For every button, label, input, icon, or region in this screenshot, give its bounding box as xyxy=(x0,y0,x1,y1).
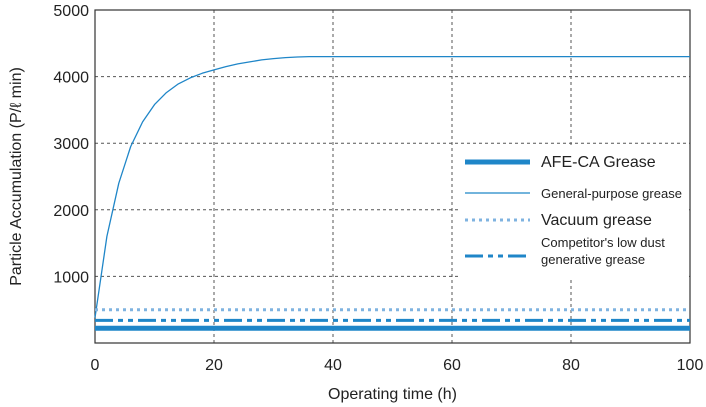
legend-label-line: Competitor's low dust xyxy=(541,235,665,250)
legend-label-2: General-purpose grease xyxy=(541,186,682,201)
x-tick-label: 60 xyxy=(443,357,461,374)
x-tick-label: 80 xyxy=(562,357,580,374)
x-tick-label: 40 xyxy=(324,357,342,374)
legend: AFE-CA Grease General-purpose grease Vacuu… xyxy=(458,146,688,278)
y-tick-label: 2000 xyxy=(53,203,89,220)
grid-lines xyxy=(95,10,690,343)
y-axis-title: Particle Accumulation (P/ℓ min) xyxy=(8,67,25,286)
y-tick-label: 3000 xyxy=(53,136,89,153)
plot-frame xyxy=(94,9,691,344)
x-tick-label: 0 xyxy=(91,357,100,374)
legend-label-line: generative grease xyxy=(541,252,645,267)
y-tick-label: 1000 xyxy=(53,269,89,286)
x-tick-label: 100 xyxy=(677,357,704,374)
legend-background xyxy=(458,146,688,278)
series-layer xyxy=(94,55,690,331)
legend-label-4: Competitor's low dust generative grease xyxy=(541,235,665,267)
x-axis-title: Operating time (h) xyxy=(328,386,457,403)
legend-label-3: Vacuum grease xyxy=(541,212,652,229)
tick-labels: 0 20 40 60 80 100 1000 2000 3000 4000 5000 xyxy=(53,3,703,374)
y-tick-label: 5000 xyxy=(53,3,89,20)
x-tick-label: 20 xyxy=(205,357,223,374)
series-line-2 xyxy=(94,55,690,318)
y-tick-label: 4000 xyxy=(53,70,89,87)
legend-label-1: AFE-CA Grease xyxy=(541,154,656,171)
